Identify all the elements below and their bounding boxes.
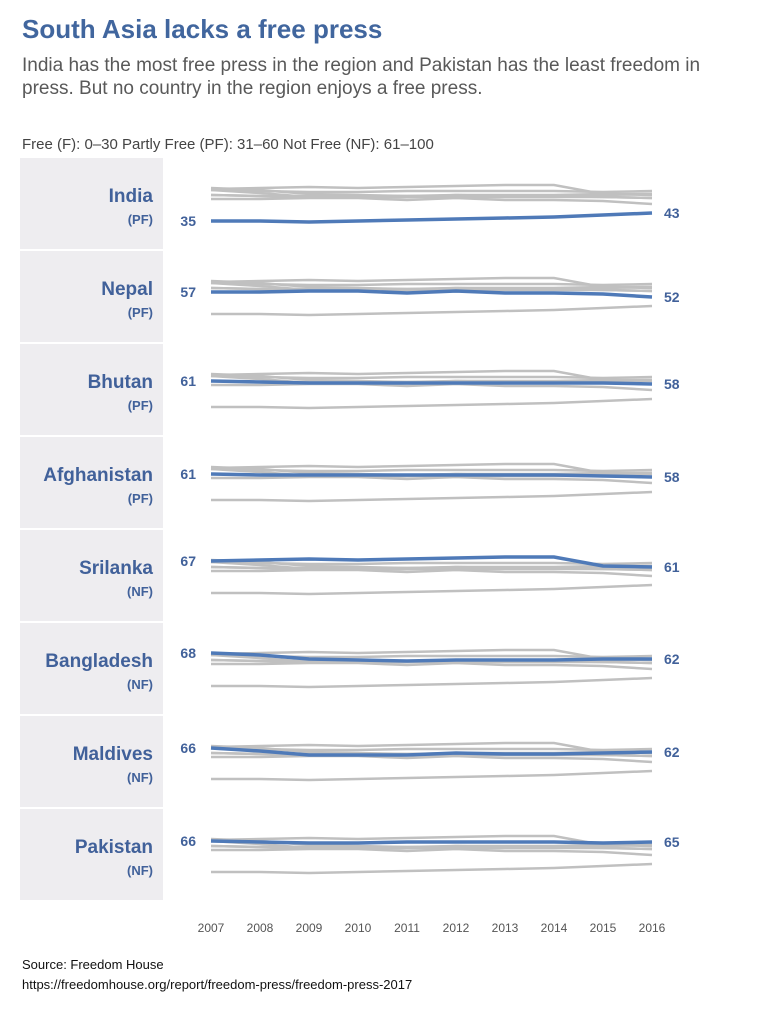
context-line-maldives <box>210 560 653 571</box>
end-value-label: 43 <box>664 205 680 221</box>
country-status: (NF) <box>127 863 153 878</box>
country-status: (PF) <box>128 305 153 320</box>
start-value-label: 35 <box>180 213 196 229</box>
context-line-nepal <box>211 475 653 485</box>
context-line-pakistan <box>210 374 653 380</box>
country-name: Pakistan <box>75 837 153 858</box>
panel-label-box <box>20 158 163 249</box>
highlight-line-maldives <box>210 746 653 757</box>
highlight-line-bhutan <box>210 379 653 386</box>
context-line-india <box>211 769 653 782</box>
end-value-label: 58 <box>664 376 680 392</box>
x-tick-label: 2014 <box>541 921 568 935</box>
context-line-maldives <box>210 839 653 850</box>
context-line-india <box>211 490 653 503</box>
highlight-line-afghanistan <box>210 472 653 479</box>
panel-label-box <box>20 809 163 900</box>
context-line-india <box>211 676 653 689</box>
context-line-india <box>211 304 653 317</box>
context-line-pakistan <box>210 281 653 287</box>
context-line-srilanka <box>210 462 653 476</box>
end-value-label: 52 <box>664 289 680 305</box>
x-tick-label: 2008 <box>247 921 274 935</box>
country-name: India <box>109 186 154 207</box>
end-value-label: 65 <box>664 834 680 850</box>
x-tick-label: 2007 <box>198 921 225 935</box>
country-name: Nepal <box>101 279 153 300</box>
context-line-pakistan <box>210 467 653 473</box>
panel-label-box <box>20 251 163 342</box>
context-line-pakistan <box>210 188 653 194</box>
panel-label-box <box>20 437 163 528</box>
context-line-nepal <box>211 847 653 857</box>
chart-title: South Asia lacks a free press <box>22 14 383 44</box>
context-line-nepal <box>211 568 653 578</box>
country-name: Bangladesh <box>45 651 153 672</box>
country-status: (PF) <box>128 398 153 413</box>
context-line-india <box>211 862 653 875</box>
context-line-pakistan <box>210 560 653 566</box>
status-legend: Free (F): 0–30 Partly Free (PF): 31–60 N… <box>22 136 434 153</box>
context-line-india <box>211 397 653 410</box>
context-line-maldives <box>210 281 653 292</box>
context-line-srilanka <box>210 276 653 290</box>
highlight-line-bangladesh <box>210 651 652 663</box>
context-line-india <box>211 583 653 596</box>
panel-label-box <box>20 716 163 807</box>
x-tick-label: 2015 <box>590 921 617 935</box>
context-line-pakistan <box>210 746 653 752</box>
context-line-nepal <box>211 382 653 392</box>
x-tick-label: 2013 <box>492 921 519 935</box>
x-tick-label: 2010 <box>345 921 372 935</box>
context-line-nepal <box>211 196 653 206</box>
highlight-line-pakistan <box>210 839 653 845</box>
start-value-label: 61 <box>180 466 196 482</box>
source-label: Source: Freedom House <box>22 957 164 972</box>
country-status: (NF) <box>127 584 153 599</box>
country-name: Maldives <box>73 744 153 765</box>
source-url: https://freedomhouse.org/report/freedom-… <box>22 977 413 992</box>
country-status: (NF) <box>127 677 153 692</box>
context-line-srilanka <box>210 183 653 197</box>
panel-label-box <box>20 623 163 714</box>
context-line-srilanka <box>210 369 653 383</box>
context-line-srilanka <box>210 741 653 755</box>
start-value-label: 66 <box>180 833 196 849</box>
x-tick-label: 2012 <box>443 921 470 935</box>
country-name: Afghanistan <box>43 465 153 486</box>
context-line-srilanka <box>210 834 653 848</box>
context-line-nepal <box>211 754 653 764</box>
context-line-maldives <box>210 188 653 199</box>
end-value-label: 61 <box>664 559 680 575</box>
highlight-line-india <box>211 211 653 224</box>
x-tick-label: 2009 <box>296 921 323 935</box>
end-value-label: 62 <box>664 651 680 667</box>
country-status: (NF) <box>127 770 153 785</box>
panel-label-box <box>20 344 163 435</box>
x-tick-label: 2016 <box>639 921 666 935</box>
start-value-label: 67 <box>180 553 196 569</box>
end-value-label: 62 <box>664 744 680 760</box>
source-note: Source: Freedom House https://freedomhou… <box>22 955 412 995</box>
highlight-line-nepal <box>211 289 653 299</box>
panel-label-box <box>20 530 163 621</box>
chart-subtitle: India has the most free press in the reg… <box>22 55 701 99</box>
context-line-srilanka <box>210 648 653 662</box>
start-value-label: 66 <box>180 740 196 756</box>
country-name: Srilanka <box>79 558 153 579</box>
end-value-label: 58 <box>664 469 680 485</box>
start-value-label: 57 <box>180 284 196 300</box>
context-line-nepal <box>211 661 653 671</box>
highlight-line-srilanka <box>210 555 653 569</box>
country-status: (PF) <box>128 491 153 506</box>
x-tick-label: 2011 <box>394 921 420 935</box>
start-value-label: 68 <box>180 645 196 661</box>
country-status: (PF) <box>128 212 153 227</box>
start-value-label: 61 <box>180 373 196 389</box>
country-name: Bhutan <box>88 372 153 393</box>
